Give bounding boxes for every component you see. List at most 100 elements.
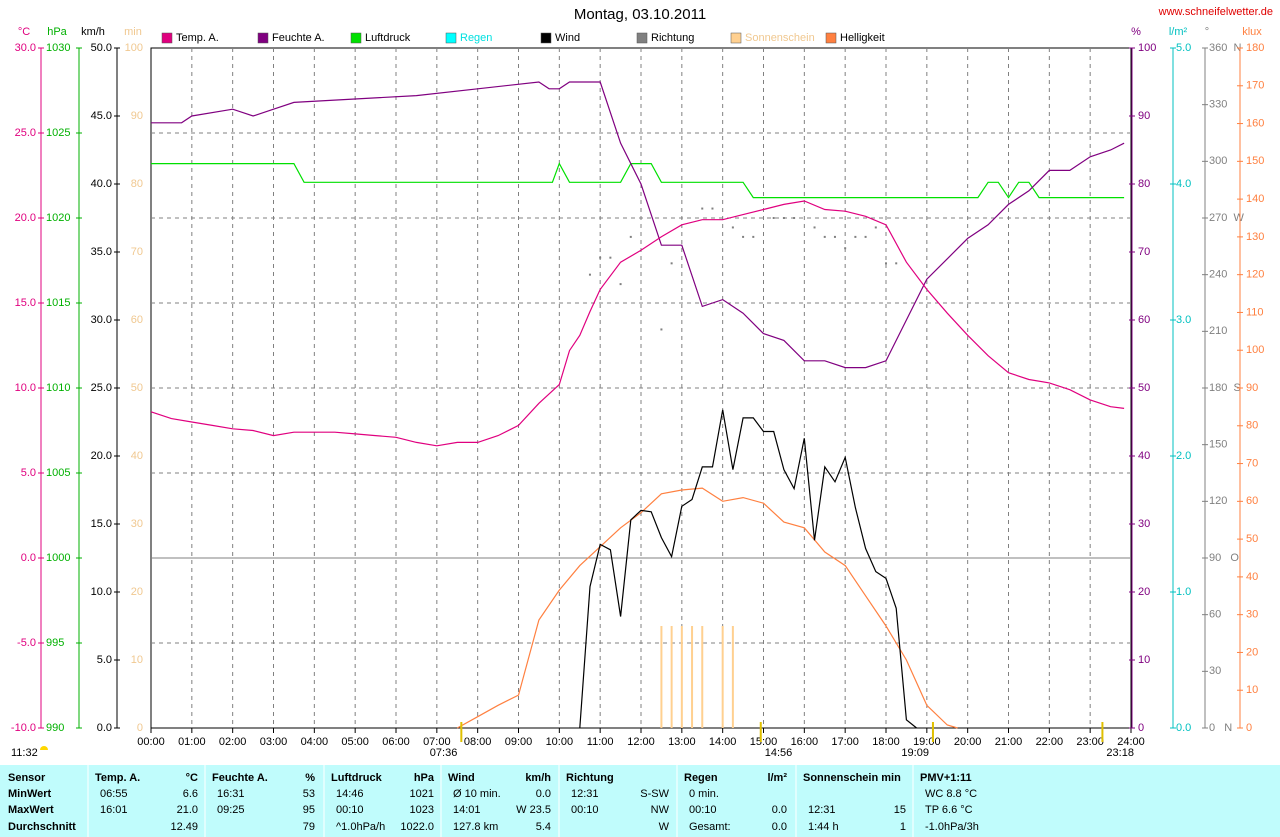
- legend-label: Richtung: [651, 32, 694, 44]
- direction-point: [895, 262, 898, 265]
- y-tick-label: 0: [1138, 722, 1144, 734]
- y-tick-label: 30.0: [91, 314, 112, 326]
- y-tick-label: 100: [125, 42, 143, 54]
- axis-unit: %: [1131, 26, 1141, 38]
- annotation-label: 19:09: [901, 747, 929, 759]
- direction-point: [823, 235, 826, 238]
- y-tick-label: 120: [1209, 495, 1227, 507]
- group-header: Luftdruck: [331, 772, 383, 784]
- y-tick-label: 100: [1246, 344, 1264, 356]
- y-tick-label: 180 S: [1209, 382, 1241, 394]
- direction-point: [793, 217, 796, 219]
- x-tick-label: 11:00: [587, 736, 614, 748]
- y-tick-label: 30: [1246, 609, 1258, 621]
- y-tick-label: 45.0: [91, 110, 112, 122]
- x-tick-label: 20:00: [954, 736, 982, 748]
- table-cell: 95: [303, 804, 315, 816]
- direction-point: [854, 235, 857, 238]
- group-header: Regen: [684, 772, 718, 784]
- legend-label: Wind: [555, 32, 580, 44]
- y-tick-label: 50: [131, 382, 143, 394]
- table-cell: 09:25: [217, 804, 245, 816]
- table-cell: 12:31: [808, 804, 836, 816]
- axis-unit: min: [124, 26, 142, 38]
- table-cell: TP 6.6 °C: [925, 804, 973, 816]
- y-tick-label: 60: [1138, 314, 1150, 326]
- y-tick-label: 25.0: [91, 382, 112, 394]
- table-cell: W 23.5: [516, 804, 551, 816]
- x-tick-label: 08:00: [464, 736, 492, 748]
- y-tick-label: 1005: [46, 467, 70, 479]
- y-tick-label: 80: [1138, 178, 1150, 190]
- y-tick-label: 10.0: [15, 382, 36, 394]
- y-tick-label: 30: [1209, 665, 1221, 677]
- chart-title: Montag, 03.10.2011: [574, 6, 706, 23]
- y-tick-label: 360 N: [1209, 42, 1241, 54]
- annotation-label: 23:18: [1106, 747, 1134, 759]
- moon-icon: [40, 746, 48, 750]
- annotation-label: 14:56: [765, 747, 793, 759]
- group-header: PMV+1:11: [920, 772, 972, 784]
- y-tick-label: 1010: [46, 382, 70, 394]
- table-cell: 1023: [410, 804, 434, 816]
- x-tick-label: 00:00: [137, 736, 165, 748]
- y-tick-label: 80: [1246, 420, 1258, 432]
- y-tick-label: 160: [1246, 117, 1264, 129]
- table-cell: 1021: [410, 788, 434, 800]
- y-tick-label: 80: [131, 178, 143, 190]
- legend-label: Sonnenschein: [745, 32, 815, 44]
- y-tick-label: 330: [1209, 99, 1227, 111]
- direction-point: [629, 235, 632, 238]
- legend-swatch: [540, 32, 552, 44]
- direction-point: [619, 283, 622, 286]
- group-unit: hPa: [414, 772, 435, 784]
- group-unit: km/h: [525, 772, 551, 784]
- table-cell: 5.4: [536, 821, 551, 833]
- group-header: Wind: [448, 772, 475, 784]
- group-unit: %: [305, 772, 315, 784]
- y-tick-label: 10: [1246, 684, 1258, 696]
- y-tick-label: 1015: [46, 297, 70, 309]
- direction-point: [885, 262, 887, 265]
- y-tick-label: 50: [1138, 382, 1150, 394]
- table-cell: 21.0: [177, 804, 198, 816]
- y-tick-label: 20.0: [91, 450, 112, 462]
- table-cell: 14:01: [453, 804, 481, 816]
- x-tick-label: 14:00: [709, 736, 737, 748]
- table-cell: 0 min.: [689, 788, 719, 800]
- table-cell: 1: [900, 821, 906, 833]
- legend-label: Luftdruck: [365, 32, 411, 44]
- table-cell: 00:10: [689, 804, 717, 816]
- table-cell: Ø 10 min.: [453, 788, 501, 800]
- direction-point: [670, 262, 673, 265]
- axis-unit: l/m²: [1169, 26, 1188, 38]
- y-tick-label: 30: [1138, 518, 1150, 530]
- direction-point: [874, 226, 877, 229]
- x-tick-label: 21:00: [995, 736, 1023, 748]
- table-cell: WC 8.8 °C: [925, 788, 977, 800]
- y-tick-label: 20.0: [15, 212, 36, 224]
- direction-point: [782, 217, 785, 219]
- y-tick-label: 1025: [46, 127, 70, 139]
- table-cell: S-SW: [640, 788, 669, 800]
- series-line: [150, 200, 1125, 447]
- table-cell: Gesamt:: [689, 821, 731, 833]
- axis-unit: hPa: [47, 26, 67, 38]
- y-tick-label: 30: [131, 518, 143, 530]
- x-tick-label: 23:00: [1076, 736, 1104, 748]
- x-tick-label: 07:00: [423, 736, 451, 748]
- table-cell: 0.0: [772, 821, 787, 833]
- table-cell: W: [659, 821, 670, 833]
- y-tick-label: 130: [1246, 231, 1264, 243]
- y-tick-label: 50.0: [91, 42, 112, 54]
- direction-point: [588, 273, 591, 276]
- y-tick-label: 300: [1209, 155, 1227, 167]
- y-tick-label: 5.0: [97, 654, 112, 666]
- table-cell: 12.49: [170, 821, 198, 833]
- axis-unit: km/h: [81, 26, 105, 38]
- y-tick-label: 0.0: [1176, 722, 1191, 734]
- legend-swatch: [257, 32, 269, 44]
- y-tick-label: 140: [1246, 193, 1264, 205]
- x-tick-label: 05:00: [341, 736, 369, 748]
- y-tick-label: 40: [1246, 571, 1258, 583]
